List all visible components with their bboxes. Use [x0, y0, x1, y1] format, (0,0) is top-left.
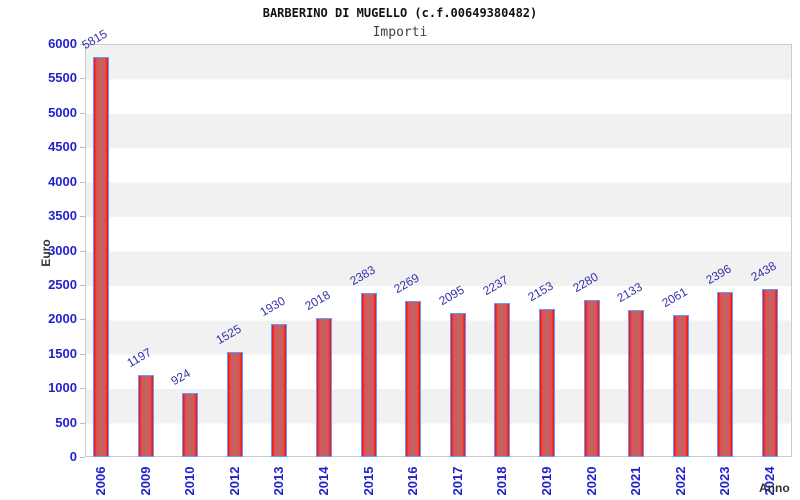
x-tick-label: 2015 [360, 466, 376, 496]
y-tick-label: 1500 [48, 345, 77, 361]
bar [182, 393, 199, 457]
bar [137, 374, 154, 457]
y-tick-mark [80, 353, 85, 355]
y-tick-mark [80, 284, 85, 286]
y-tick-label: 2000 [48, 311, 77, 327]
bar [316, 318, 332, 457]
x-tick-label: 2018 [494, 466, 510, 496]
y-tick-mark [80, 44, 85, 45]
y-tick-label: 500 [55, 414, 77, 430]
y-tick-mark [80, 250, 85, 252]
x-tick-label: 2014 [316, 466, 331, 496]
y-tick-mark [80, 457, 85, 458]
y-tick-mark [80, 319, 85, 321]
bar [405, 300, 422, 457]
y-tick-label: 4000 [48, 173, 77, 189]
x-tick-label: 2009 [137, 466, 153, 496]
y-tick-mark [80, 78, 85, 80]
bar [449, 312, 466, 457]
bar [583, 300, 600, 457]
x-tick-label: 2022 [672, 466, 688, 496]
bar [762, 289, 778, 457]
bar [271, 324, 288, 457]
x-tick-label: 2017 [449, 466, 465, 496]
x-tick-label: 2019 [539, 466, 554, 496]
y-tick-label: 0 [69, 449, 77, 464]
y-tick-mark [80, 216, 85, 218]
x-tick-label: 2006 [93, 466, 108, 496]
y-tick-label: 4500 [48, 139, 77, 155]
x-axis-title: Anno [759, 481, 790, 495]
bar [226, 352, 243, 457]
x-tick-label: 2016 [405, 466, 421, 496]
bar [672, 315, 689, 457]
x-tick-label: 2023 [717, 466, 733, 496]
x-tick-label: 2021 [628, 466, 644, 496]
x-tick-label: 2020 [583, 466, 599, 496]
y-tick-label: 6000 [48, 36, 77, 51]
x-tick-label: 2010 [182, 466, 198, 496]
chart-title: BARBERINO DI MUGELLO (c.f.00649380482) [262, 6, 538, 20]
chart-subtitle: Importi [372, 25, 428, 40]
bar [717, 292, 734, 457]
y-tick-mark [80, 147, 85, 149]
y-tick-label: 3000 [48, 242, 77, 258]
y-tick-label: 1000 [48, 380, 77, 396]
y-axis-title: Euro [39, 239, 53, 267]
bar [494, 303, 511, 457]
y-tick-mark [80, 112, 85, 114]
bar [360, 292, 377, 457]
y-tick-label: 5500 [48, 70, 77, 86]
y-tick-mark [80, 181, 85, 183]
x-tick-label: 2012 [226, 466, 242, 496]
y-tick-label: 3500 [48, 208, 77, 224]
bar [628, 310, 645, 457]
y-tick-mark [80, 388, 85, 390]
y-tick-label: 2500 [48, 276, 77, 292]
y-tick-label: 5000 [48, 104, 77, 120]
bar [93, 56, 109, 457]
bar [539, 308, 555, 457]
y-tick-mark [80, 422, 85, 424]
x-tick-label: 2013 [271, 466, 287, 496]
